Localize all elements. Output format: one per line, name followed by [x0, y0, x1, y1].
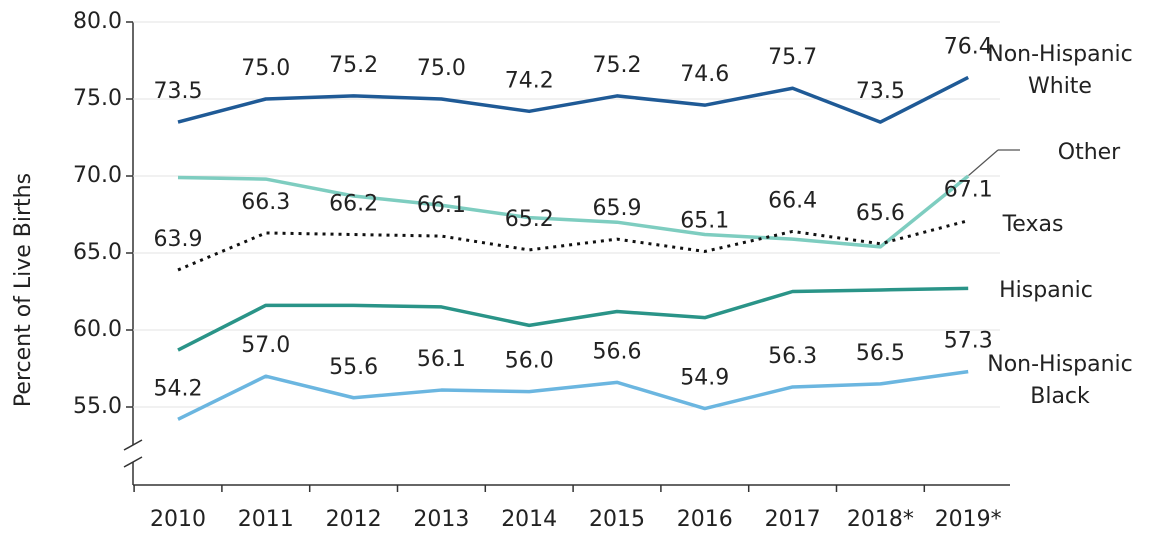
value-label: 74.2 — [505, 68, 554, 93]
y-tick-label: 60.0 — [73, 317, 122, 342]
x-tick-label: 2011 — [238, 507, 294, 532]
value-label: 75.7 — [768, 45, 817, 70]
value-label: 74.6 — [680, 62, 729, 87]
y-tick-label: 55.0 — [73, 394, 122, 419]
x-tick-label: 2010 — [150, 507, 206, 532]
series-label: Other — [1057, 140, 1121, 165]
value-label: 66.2 — [329, 192, 378, 217]
x-tick-label: 2015 — [589, 507, 645, 532]
series-label: Texas — [1002, 212, 1064, 237]
axis-break — [123, 439, 143, 451]
value-label: 75.2 — [593, 53, 642, 78]
value-label: 73.5 — [856, 79, 905, 104]
series-line — [177, 174, 970, 249]
x-tick-label: 2017 — [765, 507, 821, 532]
value-label: 65.1 — [680, 208, 729, 233]
leader-line — [967, 149, 999, 177]
series-line — [177, 75, 969, 124]
value-label: 66.4 — [768, 188, 817, 213]
value-label: 57.0 — [241, 333, 290, 358]
y-tick-label: 75.0 — [73, 86, 122, 111]
value-label: 55.6 — [329, 355, 378, 380]
value-label: 56.0 — [505, 349, 554, 374]
value-label: 75.2 — [329, 53, 378, 78]
x-tick-label: 2013 — [413, 507, 469, 532]
series-line — [177, 369, 969, 421]
value-label: 65.9 — [593, 196, 642, 221]
value-label: 67.1 — [944, 178, 993, 203]
y-axis-label: Percent of Live Births — [11, 173, 36, 407]
value-label: 65.6 — [856, 201, 905, 226]
x-tick-label: 2018* — [847, 507, 914, 532]
axis-break — [123, 456, 143, 468]
value-label: 54.2 — [154, 376, 203, 401]
series-label: Non-Hispanic White — [987, 42, 1133, 99]
value-label: 63.9 — [154, 227, 203, 252]
value-label: 54.9 — [680, 366, 729, 391]
value-label: 56.6 — [593, 339, 642, 364]
series-label: Hispanic — [999, 278, 1093, 303]
value-label: 66.3 — [241, 190, 290, 215]
y-tick-label: 65.0 — [73, 240, 122, 265]
value-label: 56.5 — [856, 341, 905, 366]
value-label: 66.1 — [417, 193, 466, 218]
value-label: 73.5 — [154, 79, 203, 104]
y-tick-label: 80.0 — [73, 9, 122, 34]
series-line — [177, 286, 969, 352]
y-tick-label: 70.0 — [73, 163, 122, 188]
value-label: 57.3 — [944, 329, 993, 354]
x-tick-label: 2019* — [935, 507, 1002, 532]
value-label: 75.0 — [241, 56, 290, 81]
value-label: 56.3 — [768, 344, 817, 369]
value-label: 76.4 — [944, 34, 993, 59]
x-tick-label: 2014 — [501, 507, 557, 532]
series-label: Non-Hispanic Black — [987, 352, 1133, 409]
x-tick-label: 2016 — [677, 507, 733, 532]
value-label: 56.1 — [417, 347, 466, 372]
x-tick-label: 2012 — [326, 507, 382, 532]
value-label: 65.2 — [505, 207, 554, 232]
value-label: 75.0 — [417, 56, 466, 81]
